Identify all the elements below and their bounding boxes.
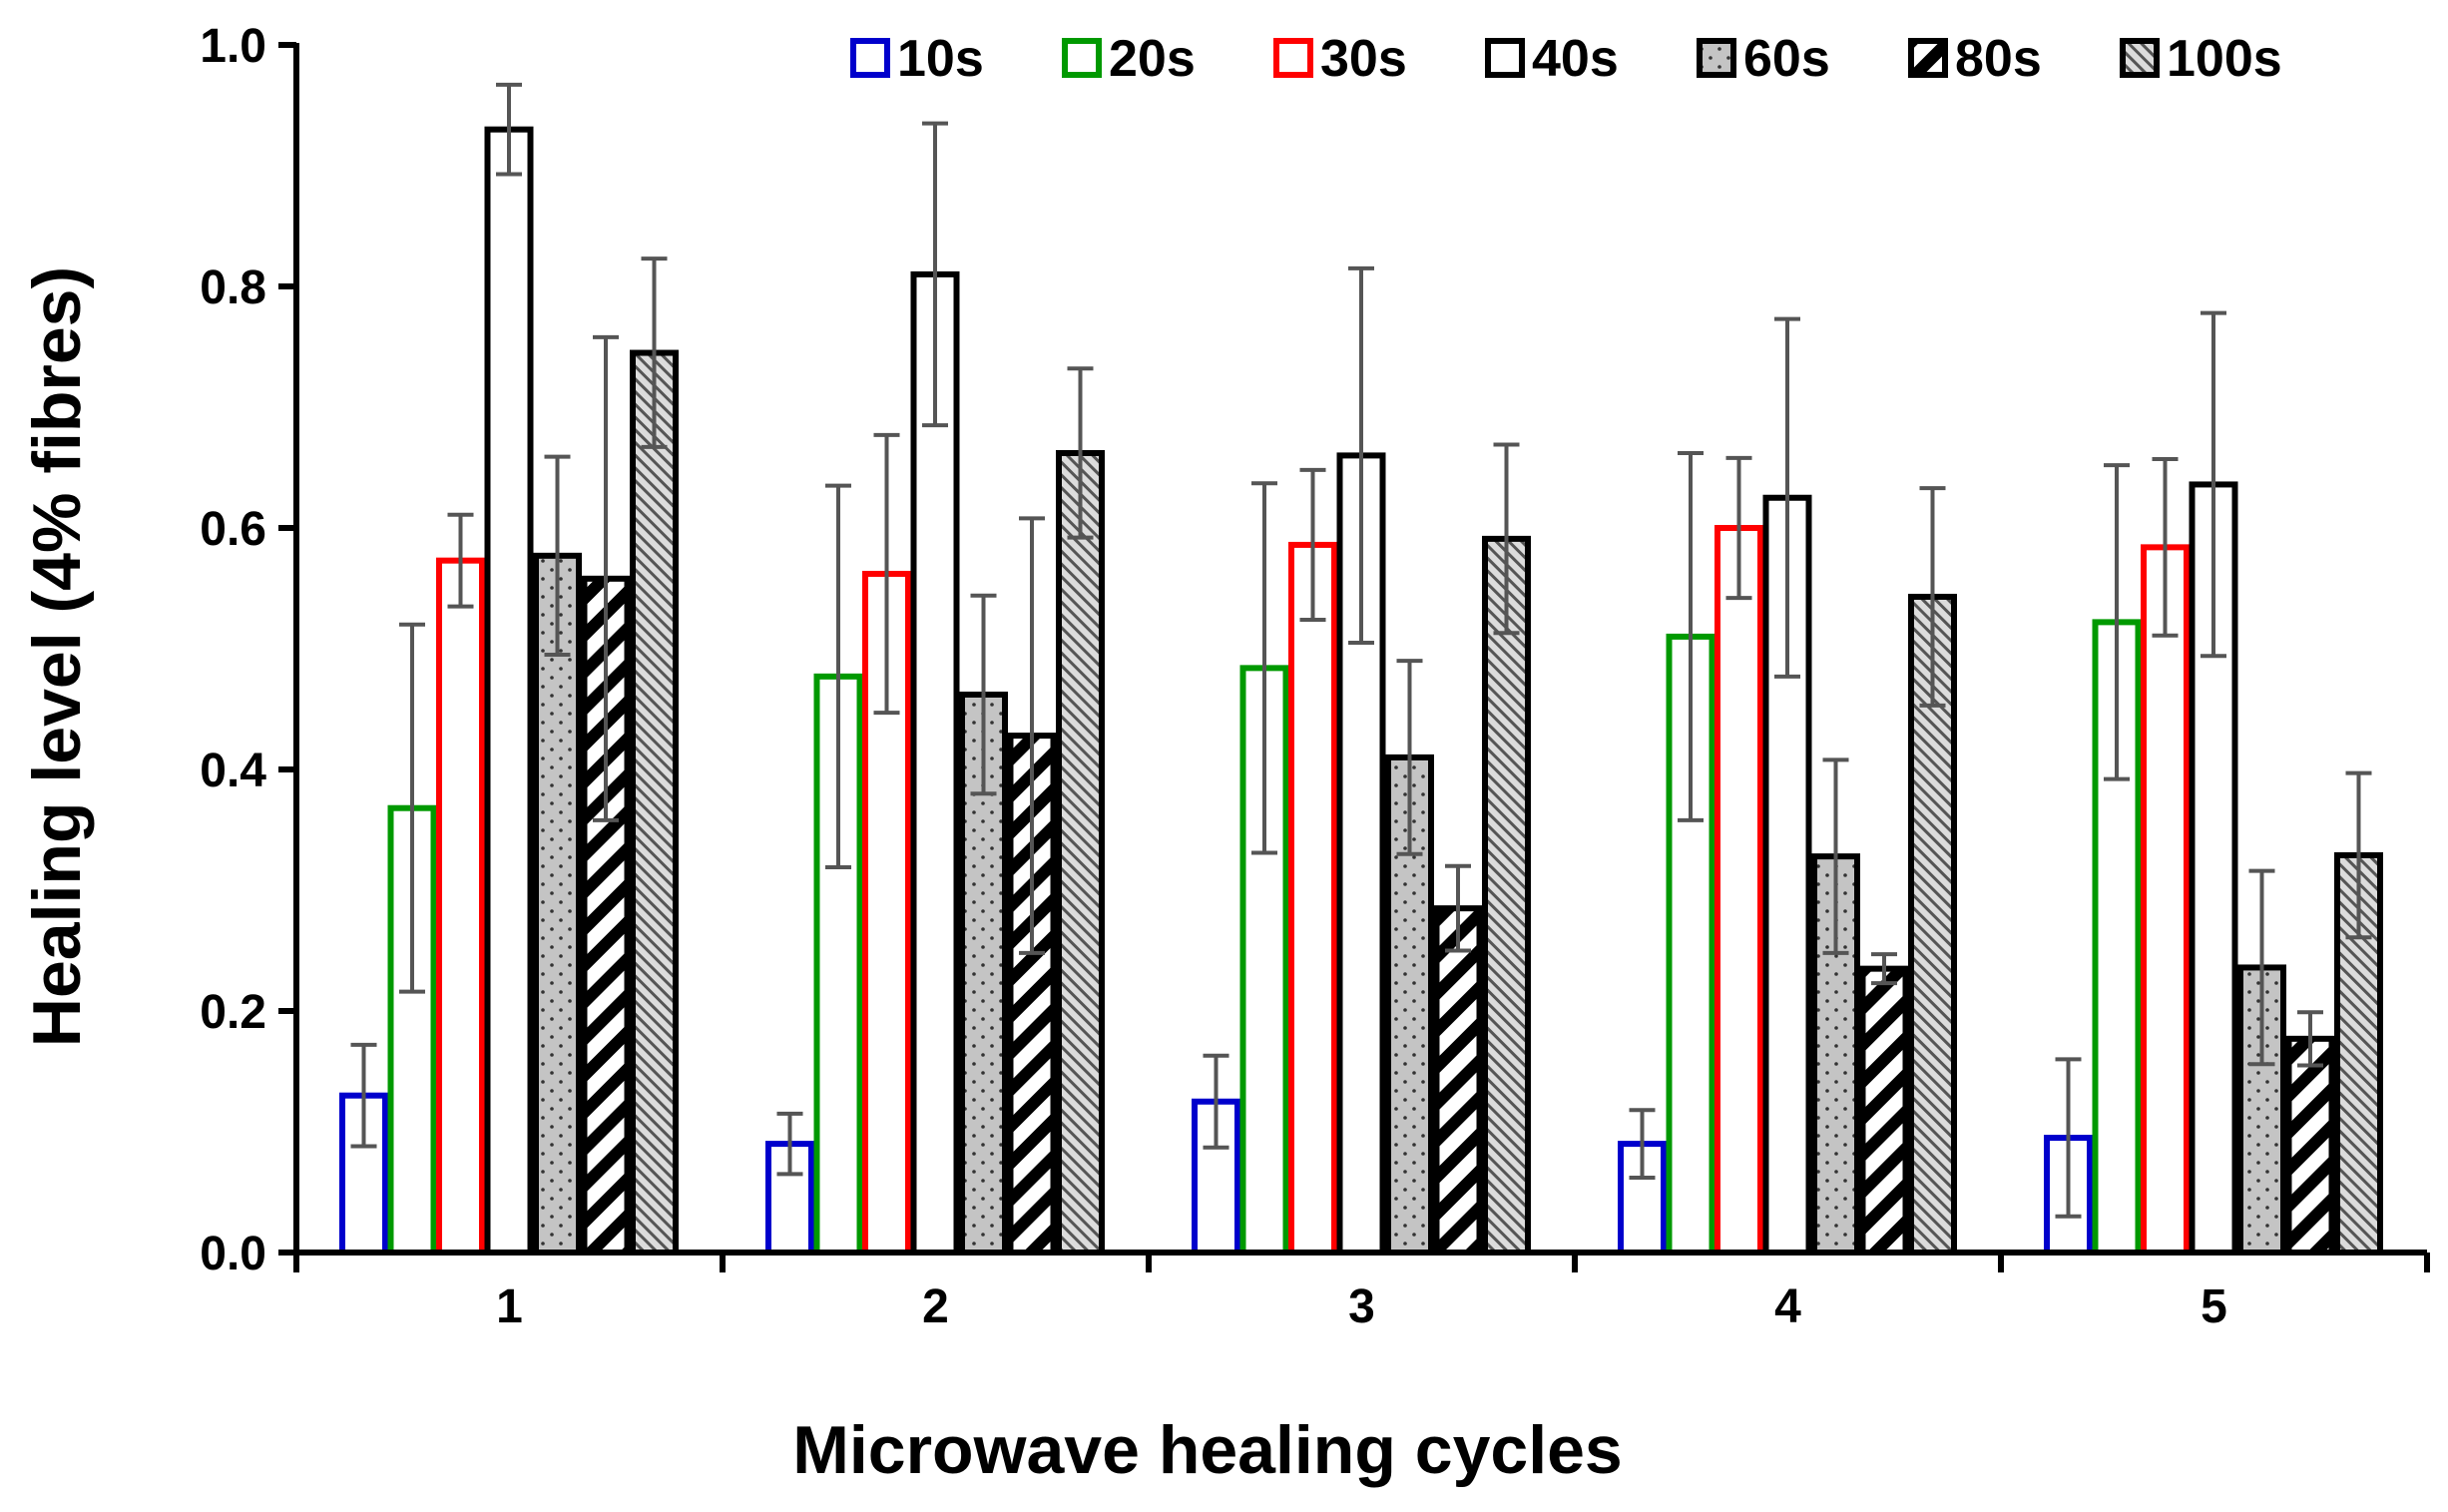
error-bar-80s-cycle-2 [1019, 516, 1045, 955]
error-bar-100s-cycle-4 [1919, 486, 1946, 708]
x-tick-label-5: 5 [2201, 1280, 2227, 1333]
y-axis-title: Healing level (4% fibres) [19, 266, 95, 1047]
error-bar-60s-cycle-1 [544, 454, 571, 658]
bar-80s-cycle-5 [2285, 1035, 2335, 1256]
legend-swatch-100s [2120, 38, 2160, 78]
error-bar-10s-cycle-5 [2055, 1057, 2082, 1219]
y-tick-label-1.0: 1.0 [200, 20, 266, 73]
error-bar-60s-cycle-3 [1396, 659, 1423, 856]
error-bar-80s-cycle-3 [1445, 863, 1471, 953]
error-bar-40s-cycle-5 [2201, 310, 2226, 659]
legend-label-80s: 80s [1955, 30, 2042, 88]
error-bar-80s-cycle-1 [593, 334, 619, 822]
legend-label-60s: 60s [1743, 30, 1830, 88]
error-bar-20s-cycle-3 [1251, 481, 1277, 855]
error-bar-30s-cycle-4 [1725, 455, 1752, 601]
error-bar-20s-cycle-4 [1678, 450, 1704, 822]
y-tick-label-0.0: 0.0 [200, 1228, 266, 1280]
error-bar-20s-cycle-1 [399, 622, 425, 994]
error-bar-80s-cycle-4 [1871, 952, 1897, 986]
x-tick-label-1: 1 [496, 1280, 523, 1333]
error-bar-30s-cycle-5 [2152, 457, 2179, 638]
error-bar-40s-cycle-2 [922, 121, 948, 428]
x-axis-title: Microwave healing cycles [792, 1412, 1623, 1488]
error-bar-60s-cycle-5 [2248, 868, 2275, 1067]
y-tick-label-0.8: 0.8 [200, 261, 266, 314]
legend-item-20s: 20s [1062, 30, 1196, 88]
x-tick-label-3: 3 [1348, 1280, 1375, 1333]
bar-100s-cycle-3 [1482, 535, 1531, 1256]
error-bar-40s-cycle-3 [1348, 265, 1374, 645]
legend-label-100s: 100s [2167, 30, 2282, 88]
error-bar-30s-cycle-1 [447, 512, 474, 609]
error-bar-60s-cycle-2 [970, 593, 997, 796]
legend-label-10s: 10s [897, 30, 984, 88]
error-bar-30s-cycle-3 [1299, 467, 1326, 622]
legend-item-40s: 40s [1485, 30, 1619, 88]
bar-100s-cycle-1 [630, 349, 679, 1256]
legend-swatch-10s [850, 38, 890, 78]
x-tick-label-2: 2 [922, 1280, 949, 1333]
legend-item-100s: 100s [2120, 30, 2282, 88]
bar-30s-cycle-5 [2141, 544, 2190, 1256]
error-bar-20s-cycle-2 [825, 483, 851, 870]
y-tick-label-0.2: 0.2 [200, 986, 266, 1039]
error-bar-100s-cycle-3 [1493, 442, 1520, 636]
legend-swatch-40s [1485, 38, 1525, 78]
bar-60s-cycle-1 [533, 552, 582, 1256]
bar-40s-cycle-1 [484, 126, 534, 1257]
legend-item-60s: 60s [1697, 30, 1830, 88]
error-bar-40s-cycle-4 [1774, 316, 1800, 679]
error-bar-60s-cycle-4 [1822, 757, 1849, 955]
x-tick-label-4: 4 [1774, 1280, 1801, 1333]
bar-80s-cycle-3 [1433, 905, 1483, 1257]
legend-item-30s: 30s [1273, 30, 1407, 88]
bar-100s-cycle-2 [1056, 449, 1105, 1257]
error-bar-100s-cycle-1 [641, 256, 668, 449]
bar-30s-cycle-3 [1288, 541, 1337, 1256]
error-bar-100s-cycle-5 [2345, 770, 2372, 940]
error-bar-10s-cycle-4 [1629, 1108, 1656, 1180]
legend-label-20s: 20s [1109, 30, 1196, 88]
bar-80s-cycle-4 [1859, 965, 1909, 1257]
legend-swatch-80s [1908, 38, 1948, 78]
legend-item-10s: 10s [850, 30, 984, 88]
error-bar-10s-cycle-1 [350, 1042, 377, 1149]
error-bar-80s-cycle-5 [2297, 1010, 2323, 1068]
bar-30s-cycle-4 [1714, 525, 1763, 1256]
legend-label-30s: 30s [1320, 30, 1407, 88]
y-tick-label-0.4: 0.4 [200, 745, 266, 797]
bar-30s-cycle-1 [436, 557, 485, 1256]
error-bar-10s-cycle-3 [1203, 1053, 1229, 1150]
error-bar-10s-cycle-2 [776, 1111, 803, 1177]
error-bar-20s-cycle-5 [2104, 463, 2130, 781]
error-bar-30s-cycle-2 [873, 432, 900, 716]
error-bar-100s-cycle-2 [1067, 366, 1094, 540]
error-bar-40s-cycle-1 [496, 82, 522, 177]
legend-swatch-60s [1697, 38, 1736, 78]
bar-10s-cycle-4 [1618, 1141, 1667, 1256]
legend-swatch-30s [1273, 38, 1313, 78]
legend-item-80s: 80s [1908, 30, 2042, 88]
y-tick-label-0.6: 0.6 [200, 503, 266, 556]
legend-swatch-20s [1062, 38, 1102, 78]
legend-label-40s: 40s [1532, 30, 1619, 88]
